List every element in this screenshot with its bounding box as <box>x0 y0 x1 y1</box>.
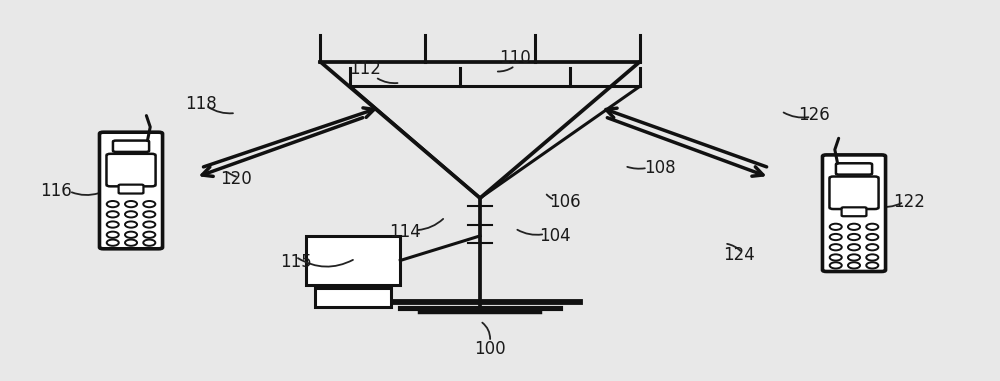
Ellipse shape <box>830 224 842 230</box>
Text: 112: 112 <box>349 61 381 78</box>
Ellipse shape <box>143 240 155 246</box>
Ellipse shape <box>866 255 878 261</box>
Ellipse shape <box>848 255 860 261</box>
Text: 115: 115 <box>280 253 311 271</box>
FancyBboxPatch shape <box>113 141 149 152</box>
Ellipse shape <box>107 221 119 228</box>
Ellipse shape <box>107 211 119 218</box>
Text: 110: 110 <box>499 49 531 67</box>
FancyBboxPatch shape <box>106 154 156 186</box>
Ellipse shape <box>107 240 119 246</box>
Text: 126: 126 <box>798 106 830 124</box>
Ellipse shape <box>125 232 137 238</box>
Text: 100: 100 <box>474 340 506 359</box>
Ellipse shape <box>125 211 137 218</box>
Text: 114: 114 <box>389 223 421 241</box>
Ellipse shape <box>143 211 155 218</box>
Ellipse shape <box>866 244 878 250</box>
Ellipse shape <box>866 262 878 269</box>
Ellipse shape <box>830 262 842 269</box>
Ellipse shape <box>866 224 878 230</box>
Ellipse shape <box>830 234 842 240</box>
Text: 108: 108 <box>644 159 675 177</box>
Text: 106: 106 <box>549 193 581 211</box>
Ellipse shape <box>830 255 842 261</box>
FancyBboxPatch shape <box>306 236 400 285</box>
Ellipse shape <box>143 221 155 228</box>
Text: 104: 104 <box>539 227 571 245</box>
Ellipse shape <box>848 262 860 269</box>
Ellipse shape <box>143 232 155 238</box>
Ellipse shape <box>848 234 860 240</box>
Text: 120: 120 <box>220 170 252 188</box>
FancyBboxPatch shape <box>836 163 872 174</box>
Ellipse shape <box>107 232 119 238</box>
Ellipse shape <box>848 244 860 250</box>
FancyBboxPatch shape <box>119 185 143 194</box>
FancyBboxPatch shape <box>842 207 866 216</box>
Ellipse shape <box>125 221 137 228</box>
Ellipse shape <box>143 201 155 207</box>
Text: 124: 124 <box>723 246 755 264</box>
Ellipse shape <box>125 201 137 207</box>
FancyBboxPatch shape <box>315 288 391 307</box>
Text: 118: 118 <box>185 94 217 112</box>
Text: 116: 116 <box>40 181 72 200</box>
Ellipse shape <box>107 201 119 207</box>
FancyBboxPatch shape <box>822 155 886 272</box>
Text: 122: 122 <box>893 193 925 211</box>
Ellipse shape <box>848 224 860 230</box>
Ellipse shape <box>125 240 137 246</box>
Ellipse shape <box>866 234 878 240</box>
FancyBboxPatch shape <box>99 132 163 249</box>
Ellipse shape <box>830 244 842 250</box>
FancyBboxPatch shape <box>829 176 879 209</box>
